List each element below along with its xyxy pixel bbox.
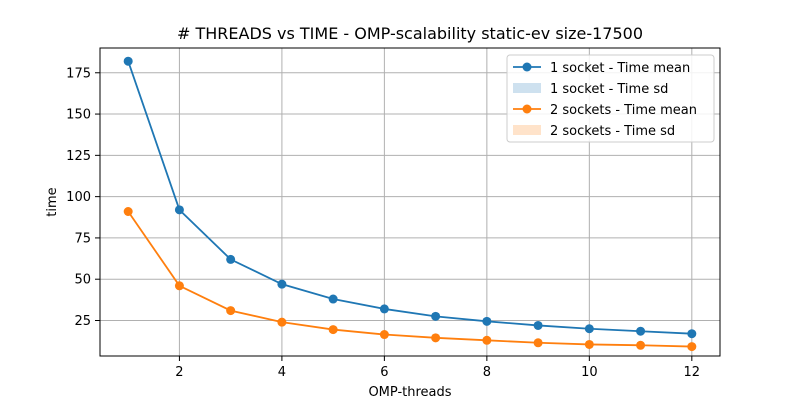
y-tick-label: 175	[66, 66, 91, 81]
y-axis-label: time	[45, 187, 60, 216]
data-point	[584, 324, 594, 334]
data-point	[379, 304, 389, 314]
y-tick-label: 125	[66, 149, 91, 164]
data-point	[277, 279, 287, 289]
legend: 1 socket - Time mean 1 socket - Time sd 2 …	[506, 54, 715, 143]
data-point	[687, 342, 697, 352]
legend-label: 2 sockets - Time sd	[550, 124, 675, 139]
series-line	[127, 60, 692, 335]
x-tick-label: 12	[684, 365, 701, 380]
data-point	[379, 330, 389, 340]
data-point	[431, 333, 441, 343]
grid	[100, 48, 720, 356]
series-line	[127, 210, 692, 348]
y-tick-label: 75	[74, 231, 91, 246]
data-point	[174, 281, 184, 291]
series-2	[123, 206, 697, 352]
x-tick-label: 2	[175, 365, 183, 380]
legend-marker-swatch	[522, 104, 532, 114]
legend-patch-swatch	[513, 125, 541, 135]
x-tick-label: 10	[581, 365, 598, 380]
data-point	[328, 294, 338, 304]
data-point	[482, 316, 492, 326]
x-tick-label: 6	[380, 365, 388, 380]
y-tick-label: 50	[74, 273, 91, 288]
legend-item: 1 socket - Time mean	[513, 61, 690, 76]
axis-ticks: 2 4 6 8 10 12 25 50 75 100 125 150 175	[66, 66, 700, 380]
y-tick-label: 25	[74, 314, 91, 329]
data-point	[687, 329, 697, 339]
data-point	[277, 317, 287, 327]
chart-title: # THREADS vs TIME - OMP-scalability stat…	[177, 24, 643, 43]
y-tick-label: 150	[66, 108, 91, 123]
data-point	[636, 340, 646, 350]
legend-marker-swatch	[522, 62, 532, 72]
legend-item: 1 socket - Time sd	[513, 82, 668, 97]
data-point	[584, 339, 594, 349]
legend-box	[506, 54, 715, 143]
data-point	[533, 320, 543, 330]
legend-item: 2 sockets - Time mean	[513, 103, 697, 118]
data-point	[636, 326, 646, 336]
data-point	[533, 338, 543, 348]
data-point	[123, 56, 133, 66]
series-1	[123, 56, 697, 339]
data-point	[431, 311, 441, 321]
x-axis-label: OMP-threads	[368, 385, 451, 400]
x-tick-label: 4	[278, 365, 286, 380]
data-point	[328, 325, 338, 335]
data-point	[482, 335, 492, 345]
y-tick-label: 100	[66, 190, 91, 205]
legend-patch-swatch	[513, 83, 541, 93]
x-tick-label: 8	[483, 365, 491, 380]
legend-label: 1 socket - Time mean	[550, 61, 690, 76]
data-point	[226, 254, 236, 264]
legend-label: 2 sockets - Time mean	[550, 103, 697, 118]
data-point	[226, 306, 236, 316]
legend-item: 2 sockets - Time sd	[513, 124, 675, 139]
data-point	[174, 205, 184, 215]
plot-frame	[99, 47, 721, 357]
series-layer	[123, 56, 697, 352]
data-point	[123, 206, 133, 216]
legend-label: 1 socket - Time sd	[550, 82, 668, 97]
